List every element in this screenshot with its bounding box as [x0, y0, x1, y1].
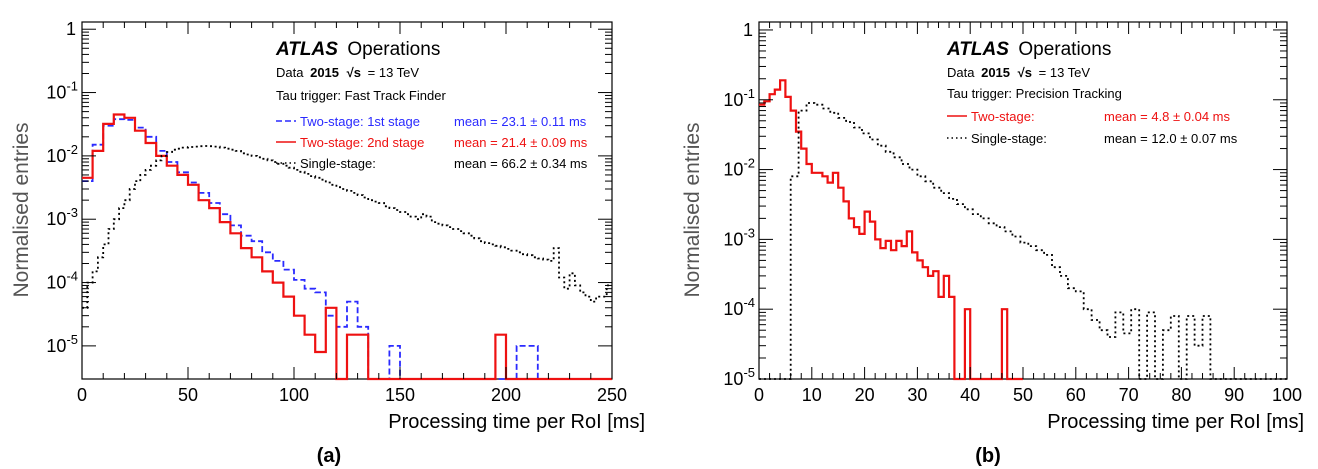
a-xtick-label: 0	[77, 385, 87, 405]
chart-a-sqrt-s: √s	[347, 65, 361, 80]
chart-a-data-prefix: Data	[276, 65, 304, 80]
chart-a-svg: 0 50 100 150 200 250 10-5 10-4 10-3 10-2 10-1 1 Nor…	[10, 19, 645, 467]
chart-panel-a: 0 50 100 150 200 250 10-5 10-4 10-3 10-2 10-1 1 Nor…	[10, 19, 645, 467]
chart-b-legend-mean-2: mean = 12.0 ± 0.07 ms	[1104, 131, 1238, 146]
chart-b-legend-mean-1: mean = 4.8 ± 0.04 ms	[1104, 109, 1231, 124]
a-ytick-label: 10-2	[46, 142, 78, 166]
chart-a-data-line: Data 2015 √s = 13 TeV	[276, 65, 419, 80]
chart-a-series	[82, 113, 612, 381]
chart-b-data-prefix: Data	[947, 65, 975, 80]
a-ytick-label: 10-3	[46, 205, 78, 229]
chart-b-trigger: Tau trigger: Precision Tracking	[947, 86, 1122, 101]
chart-a-legend-mean-3: mean = 66.2 ± 0.34 ms	[454, 156, 588, 171]
b-xtick-label: 90	[1224, 385, 1244, 405]
chart-a-xlabel: Processing time per RoI [ms]	[388, 411, 645, 433]
b-ytick-label: 10-2	[723, 156, 755, 180]
b-xtick-label: 70	[1119, 385, 1139, 405]
chart-panel-b: 0 10 20 30 40 50 60 70 80 90 100 10-5 10-4 10-3 10-2 10…	[659, 0, 1318, 469]
chart-a-legend-mean-2: mean = 21.4 ± 0.09 ms	[454, 135, 588, 150]
a-xtick-label: 200	[491, 385, 521, 405]
chart-b-panel-label: (b)	[975, 445, 1001, 467]
a-ytick-label: 10-4	[46, 269, 78, 293]
b-ytick-label: 10-3	[723, 225, 755, 249]
chart-b-legend: ATLAS Operations Data 2015 √s = 13 TeV T…	[946, 39, 1238, 146]
chart-a-ylabel: Normalised entries	[10, 122, 33, 297]
chart-b-legend-name-2: Single-stage:	[971, 131, 1047, 146]
b-xtick-label: 20	[855, 385, 875, 405]
a-xtick-label: 250	[597, 385, 627, 405]
chart-b-legend-name-1: Two-stage:	[971, 109, 1035, 124]
b-xtick-label: 0	[754, 385, 764, 405]
a-ytick-label: 10-1	[46, 79, 78, 103]
a-xtick-label: 100	[279, 385, 309, 405]
b-xtick-label: 50	[1013, 385, 1033, 405]
b-xtick-label: 30	[907, 385, 927, 405]
a-series-2-line	[82, 113, 612, 381]
chart-b-xlabel: Processing time per RoI [ms]	[1047, 411, 1304, 433]
b-ytick-label: 1	[743, 20, 753, 40]
chart-b-experiment-heading: ATLAS Operations	[946, 39, 1111, 60]
chart-a-experiment: ATLAS	[275, 39, 338, 60]
chart-a-panel-label: (a)	[317, 445, 341, 467]
chart-a-trigger: Tau trigger: Fast Track Finder	[276, 88, 446, 103]
b-xtick-label: 80	[1171, 385, 1191, 405]
chart-b-data-line: Data 2015 √s = 13 TeV	[947, 65, 1090, 80]
chart-b-sqrt-s: √s	[1018, 65, 1032, 80]
a-ytick-label: 1	[66, 19, 76, 39]
a-xtick-label: 150	[385, 385, 415, 405]
chart-a-legend-name-3: Single-stage:	[300, 156, 376, 171]
chart-b-series	[759, 79, 1287, 381]
b-ytick-label: 10-1	[723, 86, 755, 110]
b-xtick-label: 10	[802, 385, 822, 405]
b-xtick-label: 100	[1272, 385, 1302, 405]
chart-a-legend: ATLAS Operations Data 2015 √s = 13 TeV T…	[275, 39, 588, 171]
b-series-1-line	[759, 79, 1023, 381]
b-xtick-label: 60	[1066, 385, 1086, 405]
chart-a-data-year: 2015	[310, 65, 339, 80]
b-xtick-label: 40	[960, 385, 980, 405]
b-series-2-line	[759, 102, 1287, 380]
a-ytick-label: 10-5	[46, 332, 78, 356]
chart-a-legend-name-1: Two-stage: 1st stage	[300, 114, 420, 129]
chart-b-ylabel: Normalised entries	[681, 122, 704, 297]
b-ytick-label: 10-5	[723, 365, 755, 389]
a-xtick-label: 50	[178, 385, 198, 405]
chart-b-ticks: 0 10 20 30 40 50 60 70 80 90 100 10-5 10-4 10-3 10-2 10…	[723, 20, 1302, 405]
chart-a-ticks: 0 50 100 150 200 250 10-5 10-4 10-3 10-2 10-1 1	[46, 19, 627, 405]
b-ytick-label: 10-4	[723, 295, 755, 319]
a-series-3-line	[82, 145, 612, 309]
chart-a-legend-name-2: Two-stage: 2nd stage	[300, 135, 424, 150]
chart-b-energy: = 13 TeV	[1039, 65, 1091, 80]
chart-b-data-year: 2015	[981, 65, 1010, 80]
chart-a-legend-mean-1: mean = 23.1 ± 0.11 ms	[454, 114, 587, 129]
chart-b-svg: 0 10 20 30 40 50 60 70 80 90 100 10-5 10-4 10-3 10-2 10…	[681, 20, 1304, 467]
chart-a-experiment-heading: ATLAS Operations	[275, 39, 440, 60]
chart-b-experiment: ATLAS	[946, 39, 1009, 60]
chart-b-experiment-suffix: Operations	[1018, 39, 1111, 60]
chart-a-energy: = 13 TeV	[368, 65, 420, 80]
chart-a-experiment-suffix: Operations	[347, 39, 440, 60]
